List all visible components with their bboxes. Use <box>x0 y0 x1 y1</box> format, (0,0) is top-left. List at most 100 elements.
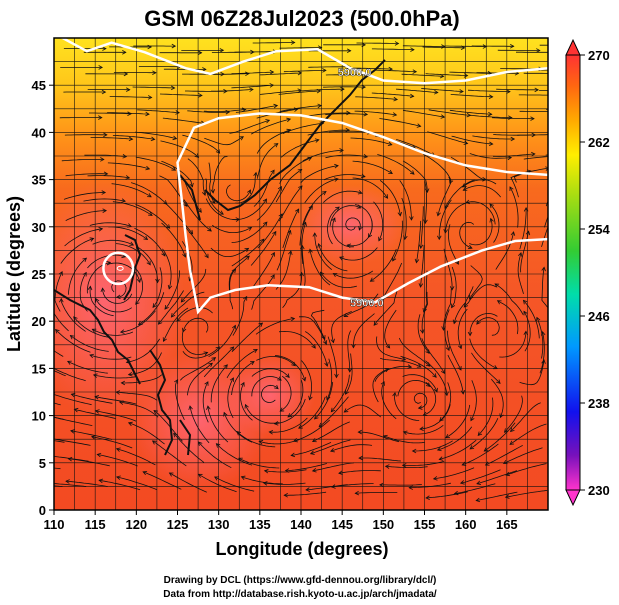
streamline-arrowhead <box>401 356 407 362</box>
streamline <box>90 137 133 140</box>
streamline-arrowhead <box>268 429 274 435</box>
streamline-arrowhead <box>425 382 431 387</box>
streamline-arrowhead <box>358 455 363 461</box>
y-tick-label: 30 <box>32 220 46 235</box>
streamline <box>413 392 428 409</box>
streamline <box>457 308 468 349</box>
streamline-arrowhead <box>412 69 418 74</box>
streamline-arrowhead <box>530 116 535 121</box>
streamline <box>89 222 132 227</box>
streamline <box>275 169 302 203</box>
streamline-arrowhead <box>206 405 211 411</box>
streamline-arrowhead <box>506 89 511 94</box>
x-tick-label: 130 <box>208 517 230 532</box>
streamline-arrowhead <box>210 189 216 194</box>
streamline <box>132 86 175 89</box>
streamline <box>505 490 548 498</box>
streamline <box>379 179 401 216</box>
streamline-arrowhead <box>69 335 75 340</box>
streamline-arrowhead <box>173 432 178 438</box>
streamline <box>517 252 524 295</box>
streamline <box>138 292 165 325</box>
streamline <box>250 231 277 266</box>
streamline-arrowhead <box>219 48 225 53</box>
streamline-arrowhead <box>343 408 349 413</box>
streamline <box>111 183 152 198</box>
streamline-arrowhead <box>285 373 290 378</box>
streamline <box>395 88 438 93</box>
streamline <box>423 381 437 416</box>
streamline-arrowhead <box>339 148 344 153</box>
streamline-arrowhead <box>419 426 424 431</box>
streamline-arrowhead <box>584 107 588 111</box>
streamline <box>427 131 468 144</box>
streamline-arrowhead <box>502 459 508 465</box>
streamline <box>67 361 108 374</box>
streamline <box>510 402 541 432</box>
streamline-arrowhead <box>21 482 25 486</box>
streamline <box>450 156 487 180</box>
streamline-arrowhead <box>164 305 169 310</box>
streamline-arrowhead <box>321 335 326 340</box>
streamline-arrowhead <box>330 407 336 413</box>
streamline <box>256 356 296 366</box>
streamline <box>437 426 473 451</box>
streamline <box>99 479 141 491</box>
streamline <box>54 440 65 443</box>
streamline-arrowhead <box>298 185 303 191</box>
streamline-arrowhead <box>150 136 156 142</box>
streamline <box>54 350 64 357</box>
streamline-arrowhead <box>198 93 203 98</box>
streamline <box>68 257 87 295</box>
streamline-arrowhead <box>170 85 176 91</box>
streamline-arrowhead <box>418 244 424 249</box>
streamline-arrowhead <box>236 431 242 436</box>
streamline <box>95 298 132 313</box>
streamline <box>476 317 500 336</box>
streamline <box>450 94 493 98</box>
streamline-arrowhead <box>284 468 290 473</box>
streamline <box>379 357 421 368</box>
streamline-arrowhead <box>562 71 566 75</box>
streamline-arrowhead <box>100 287 106 293</box>
y-axis: 0 5 10 15 20 25 30 35 40 45 <box>32 78 54 518</box>
lat-lon-grid <box>54 38 548 510</box>
streamline <box>212 156 228 193</box>
streamline <box>448 224 459 265</box>
streamline-arrowhead <box>556 133 560 137</box>
streamline-arrowhead <box>525 230 531 236</box>
streamline-arrowhead <box>432 373 437 378</box>
streamline <box>379 118 421 127</box>
streamline <box>301 222 307 264</box>
streamline <box>251 252 275 289</box>
streamline <box>227 377 234 419</box>
streamline <box>370 249 397 282</box>
streamline-arrowhead <box>384 464 390 469</box>
streamline-arrowhead <box>182 252 187 258</box>
streamline-arrowhead <box>414 258 420 264</box>
streamline <box>422 46 465 49</box>
streamline-arrowhead <box>122 154 128 159</box>
streamline <box>376 336 406 361</box>
streamline-arrowhead <box>409 216 414 221</box>
streamline <box>469 312 498 336</box>
streamline <box>539 331 545 374</box>
streamline-arrowhead <box>146 260 151 266</box>
streamline <box>416 220 422 263</box>
contour-label: 5900.0 <box>338 67 372 79</box>
streamline <box>423 153 452 184</box>
streamline <box>327 206 340 245</box>
streamline <box>396 139 435 157</box>
streamline <box>68 458 110 467</box>
streamline <box>445 404 471 439</box>
streamline-arrowhead <box>510 136 516 142</box>
streamline <box>251 376 282 397</box>
streamline <box>523 300 540 339</box>
streamline <box>291 442 332 456</box>
streamline <box>401 73 444 77</box>
streamline-arrowhead <box>345 390 350 395</box>
streamline <box>231 361 255 396</box>
streamline-arrowhead <box>578 43 582 47</box>
streamline-arrowhead <box>467 244 473 250</box>
